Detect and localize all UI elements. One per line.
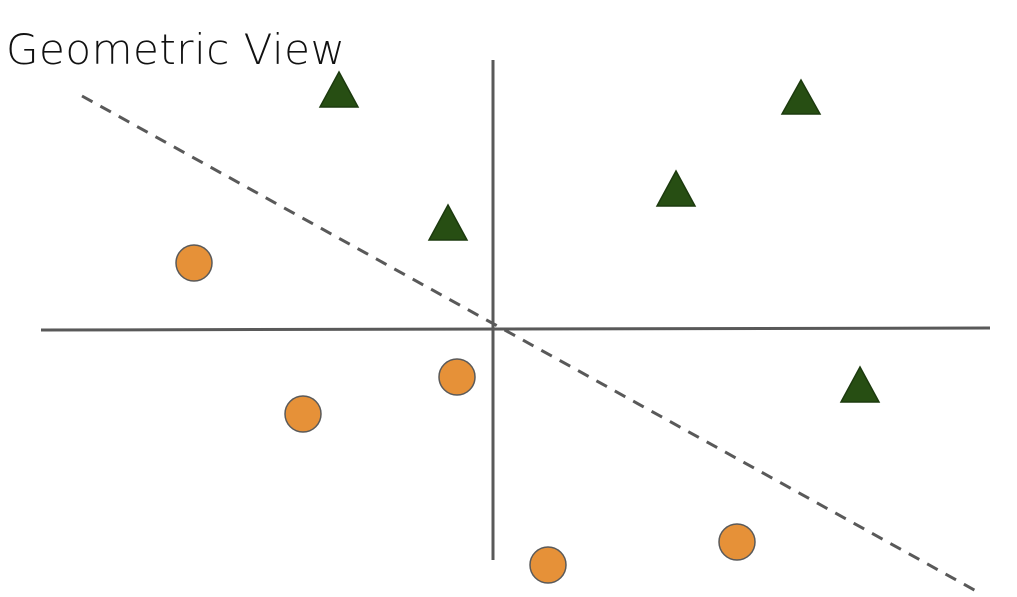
x-axis bbox=[40, 326, 991, 332]
circle-point bbox=[438, 358, 476, 396]
diagram-title: Geometric View bbox=[6, 25, 346, 74]
decision-boundary-line bbox=[81, 94, 979, 594]
triangle-point bbox=[780, 78, 822, 115]
circle-point bbox=[175, 244, 213, 282]
triangle-point bbox=[318, 70, 360, 108]
circle-point bbox=[718, 523, 756, 561]
circle-point bbox=[529, 546, 567, 584]
triangle-point bbox=[427, 203, 469, 241]
circle-point bbox=[284, 395, 322, 433]
triangle-point bbox=[839, 365, 881, 403]
triangle-point bbox=[655, 169, 697, 207]
